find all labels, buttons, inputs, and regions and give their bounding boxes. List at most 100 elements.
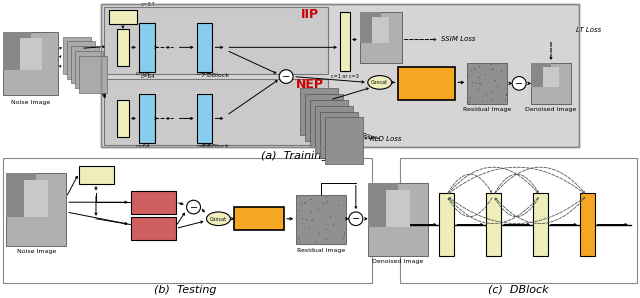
Text: IIP: IIP (301, 8, 319, 21)
FancyBboxPatch shape (67, 41, 95, 78)
Text: U: U (118, 44, 127, 50)
Text: Noise Image: Noise Image (11, 100, 50, 105)
Text: C+PR: C+PR (444, 217, 449, 232)
Text: Denoised Image: Denoised Image (525, 107, 577, 112)
FancyBboxPatch shape (6, 173, 36, 217)
Text: DBlock: DBlock (202, 38, 207, 57)
Text: Residual Image: Residual Image (297, 248, 345, 253)
Text: Denoised Image: Denoised Image (372, 259, 423, 264)
Circle shape (349, 212, 363, 226)
FancyBboxPatch shape (24, 180, 48, 217)
FancyBboxPatch shape (104, 78, 328, 145)
Text: NEP: NEP (140, 224, 165, 234)
FancyBboxPatch shape (533, 193, 548, 256)
FancyBboxPatch shape (368, 183, 397, 226)
FancyBboxPatch shape (117, 29, 129, 66)
Text: C+PR: C+PR (492, 217, 496, 232)
Text: c=64: c=64 (197, 71, 212, 76)
FancyBboxPatch shape (340, 12, 350, 71)
Text: Noise Image: Noise Image (17, 249, 56, 254)
FancyBboxPatch shape (104, 7, 328, 74)
FancyBboxPatch shape (117, 100, 129, 137)
Text: DBlock: DBlock (202, 109, 207, 128)
FancyBboxPatch shape (131, 190, 175, 214)
Text: c=64: c=64 (136, 71, 150, 76)
Text: NEP: NEP (296, 78, 324, 91)
FancyBboxPatch shape (486, 193, 501, 256)
Text: c=1 or c=3: c=1 or c=3 (331, 74, 359, 79)
Text: c=64: c=64 (197, 144, 212, 149)
FancyBboxPatch shape (79, 166, 114, 184)
FancyBboxPatch shape (315, 106, 353, 153)
FancyBboxPatch shape (6, 173, 66, 246)
Text: C: C (119, 12, 127, 22)
Text: KLD Loss: KLD Loss (370, 136, 401, 142)
FancyBboxPatch shape (131, 217, 175, 240)
Text: DBlock: DBlock (144, 109, 149, 128)
FancyBboxPatch shape (63, 37, 91, 74)
FancyBboxPatch shape (531, 63, 571, 104)
Text: C: C (92, 170, 100, 180)
Text: SSIM Loss: SSIM Loss (442, 35, 476, 42)
FancyBboxPatch shape (79, 56, 107, 93)
FancyBboxPatch shape (360, 12, 402, 63)
FancyBboxPatch shape (109, 10, 137, 24)
FancyBboxPatch shape (139, 23, 155, 72)
FancyBboxPatch shape (320, 112, 358, 158)
FancyBboxPatch shape (467, 63, 507, 104)
FancyBboxPatch shape (3, 158, 372, 283)
Circle shape (512, 77, 526, 90)
FancyBboxPatch shape (399, 158, 637, 283)
Text: IIP: IIP (145, 197, 161, 207)
Text: c=64: c=64 (136, 144, 150, 149)
FancyBboxPatch shape (196, 94, 212, 143)
FancyBboxPatch shape (196, 23, 212, 72)
FancyBboxPatch shape (368, 183, 428, 256)
FancyBboxPatch shape (20, 38, 42, 70)
Text: Concat: Concat (371, 80, 388, 86)
FancyBboxPatch shape (3, 32, 58, 95)
Text: Concat: Concat (210, 217, 227, 222)
FancyBboxPatch shape (101, 4, 579, 147)
Text: LT Loss: LT Loss (576, 27, 602, 33)
FancyBboxPatch shape (300, 88, 338, 135)
Text: 7 DBlock: 7 DBlock (202, 144, 230, 149)
Text: (b)  Testing: (b) Testing (154, 285, 217, 295)
FancyBboxPatch shape (531, 63, 551, 88)
FancyBboxPatch shape (360, 12, 381, 43)
FancyBboxPatch shape (386, 190, 410, 226)
Text: c=64: c=64 (140, 2, 155, 7)
Text: C+BN+R: C+BN+R (585, 214, 590, 236)
FancyBboxPatch shape (372, 17, 389, 43)
FancyBboxPatch shape (440, 193, 454, 256)
Text: −: − (189, 203, 198, 212)
FancyBboxPatch shape (310, 100, 348, 147)
FancyBboxPatch shape (580, 193, 595, 256)
FancyBboxPatch shape (325, 117, 363, 164)
Ellipse shape (368, 76, 392, 89)
Text: −: − (352, 214, 360, 224)
Ellipse shape (207, 212, 230, 226)
FancyBboxPatch shape (305, 94, 343, 141)
Text: c=64: c=64 (140, 74, 155, 78)
FancyBboxPatch shape (75, 51, 103, 88)
Text: Residual Image: Residual Image (463, 107, 511, 112)
FancyBboxPatch shape (71, 46, 99, 83)
Text: −: − (515, 79, 523, 89)
Text: IDM: IDM (246, 212, 273, 225)
FancyBboxPatch shape (296, 195, 346, 244)
Text: 7 DBlock: 7 DBlock (202, 73, 230, 78)
Text: (c)  DBlock: (c) DBlock (488, 285, 548, 295)
Text: −: − (282, 72, 290, 82)
Text: DBlock: DBlock (144, 38, 149, 57)
Text: (a)  Training: (a) Training (261, 150, 329, 161)
FancyBboxPatch shape (397, 67, 456, 100)
FancyBboxPatch shape (543, 67, 559, 88)
FancyBboxPatch shape (139, 94, 155, 143)
Text: IDM: IDM (410, 76, 444, 91)
Text: U: U (118, 115, 127, 122)
Circle shape (279, 70, 293, 83)
Text: C+PR: C+PR (538, 217, 543, 232)
FancyBboxPatch shape (234, 207, 284, 230)
Circle shape (187, 200, 200, 214)
